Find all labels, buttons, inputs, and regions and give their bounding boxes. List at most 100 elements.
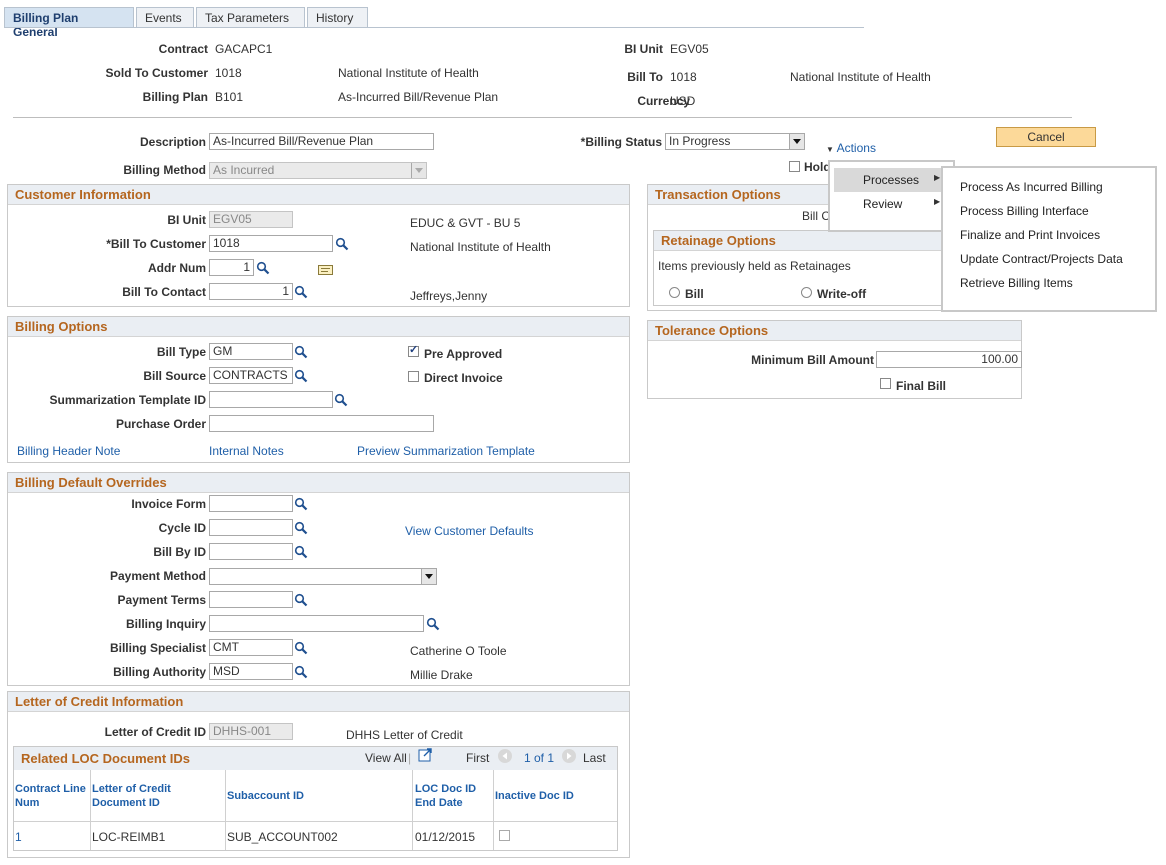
billing-authority-input[interactable]: MSD [209,663,293,680]
lookup-icon[interactable] [294,641,308,655]
section-title: Customer Information [8,185,629,205]
description-input[interactable]: As-Incurred Bill/Revenue Plan [209,133,434,150]
lookup-icon[interactable] [335,237,349,251]
lookup-icon[interactable] [294,497,308,511]
billing-status-select[interactable]: In Progress [665,133,805,150]
lookup-icon[interactable] [294,545,308,559]
writeoff-radio[interactable] [801,287,812,298]
billing-method-select[interactable]: As Incurred [209,162,427,179]
chevron-down-icon [421,569,436,584]
bill-type-input[interactable]: GM [209,343,293,360]
menu-item-retrieve-billing[interactable]: Retrieve Billing Items [960,276,1073,290]
col-loc-end-date[interactable]: LOC Doc ID End Date [415,783,477,809]
lookup-icon[interactable] [294,285,308,299]
menu-item-finalize-print[interactable]: Finalize and Print Invoices [960,228,1101,242]
previous-icon[interactable] [498,749,512,763]
internal-notes-link[interactable]: Internal Notes [209,444,284,458]
cancel-button[interactable]: Cancel [996,127,1096,147]
tab-tax-parameters[interactable]: Tax Parameters [196,7,305,28]
bill-to-contact-input[interactable]: 1 [209,283,293,300]
lookup-icon[interactable] [426,617,440,631]
bi-unit-value: EGV05 [670,42,709,56]
payment-terms-input[interactable] [209,591,293,608]
billing-inquiry-input[interactable] [209,615,424,632]
min-bill-input[interactable]: 100.00 [876,351,1022,368]
inactive-doc-checkbox[interactable] [499,830,510,841]
cycle-id-input[interactable] [209,519,293,536]
lookup-icon[interactable] [294,521,308,535]
billing-inquiry-label: Billing Inquiry [126,617,206,631]
col-inactive-doc-id[interactable]: Inactive Doc ID [495,790,574,802]
bill-to-contact-label: Bill To Contact [122,285,206,299]
tab-events[interactable]: Events [136,7,194,28]
loc-id-input[interactable]: DHHS-001 [209,723,293,740]
address-card-icon[interactable] [318,264,333,275]
invoice-form-input[interactable] [209,495,293,512]
hold-checkbox[interactable] [789,161,800,172]
billing-header-note-link[interactable]: Billing Header Note [17,444,121,458]
payment-method-label: Payment Method [109,569,206,583]
addr-num-input[interactable]: 1 [209,259,254,276]
ci-bi-unit-input[interactable]: EGV05 [209,211,293,228]
summarization-label: Summarization Template ID [49,393,206,407]
grid-header-row [14,770,617,822]
payment-method-select[interactable] [209,568,437,585]
pre-approved-checkbox[interactable] [408,343,419,357]
lookup-icon[interactable] [294,593,308,607]
summarization-input[interactable] [209,391,333,408]
lookup-icon[interactable] [334,393,348,407]
sold-to-label: Sold To Customer [105,66,208,80]
bill-by-id-input[interactable] [209,543,293,560]
bill-to-customer-input[interactable]: 1018 [209,235,333,252]
loc-id-label: Letter of Credit ID [104,725,206,739]
lookup-icon[interactable] [294,345,308,359]
lookup-icon[interactable] [294,665,308,679]
chevron-down-icon [411,163,426,178]
menu-item-review[interactable]: Review [863,197,903,211]
actions-link[interactable]: ▼ Actions [826,141,876,155]
purchase-order-label: Purchase Order [115,417,206,431]
pre-approved-label: Pre Approved [424,347,503,361]
view-customer-defaults-link[interactable]: View Customer Defaults [405,524,534,538]
processes-submenu [941,166,1157,312]
col-contract-line[interactable]: Contract Line Num [15,783,86,809]
tab-history[interactable]: History [307,7,368,28]
menu-item-update-contract[interactable]: Update Contract/Projects Data [960,252,1123,266]
col-subaccount-id[interactable]: Subaccount ID [227,790,305,802]
ci-bi-unit-name: EDUC & GVT - BU 5 [410,216,521,230]
billing-options-section: Billing Options [7,316,630,463]
direct-invoice-label: Direct Invoice [424,371,503,385]
zoom-grid-icon[interactable] [418,748,433,762]
final-bill-checkbox[interactable] [880,378,891,389]
specialist-name: Catherine O Toole [410,644,507,658]
direct-invoice-checkbox[interactable] [408,371,419,382]
tab-billing-plan-general[interactable]: Billing Plan General [4,7,134,39]
page-info: 1 of 1 [524,751,555,765]
purchase-order-input[interactable] [209,415,434,432]
last-label: Last [583,751,606,765]
billing-specialist-input[interactable]: CMT [209,639,293,656]
description-label: Description [139,135,206,149]
row-subaccount: SUB_ACCOUNT002 [227,830,338,844]
next-icon[interactable] [562,749,576,763]
preview-summarization-link[interactable]: Preview Summarization Template [357,444,535,458]
menu-item-processes[interactable]: Processes [863,173,920,187]
billing-authority-label: Billing Authority [113,665,206,679]
col-loc-document-id[interactable]: Letter of Credit Document ID [92,783,171,809]
bill-radio[interactable] [669,287,680,298]
first-label: First [466,751,490,765]
bill-source-input[interactable]: CONTRACTS [209,367,293,384]
sold-to-name: National Institute of Health [338,66,479,80]
hold-label: Hold [804,160,831,174]
final-bill-label: Final Bill [896,379,947,393]
lookup-icon[interactable] [294,369,308,383]
lookup-icon[interactable] [256,261,270,275]
billing-status-value: In Progress [669,134,731,148]
sold-to-value: 1018 [215,66,242,80]
contract-label: Contract [158,42,208,56]
menu-item-process-as-incurred[interactable]: Process As Incurred Billing [960,180,1103,194]
view-all-link[interactable]: View All [365,751,407,765]
row-line-link[interactable]: 1 [15,830,22,844]
menu-item-process-billing-interface[interactable]: Process Billing Interface [960,204,1089,218]
col-divider [225,770,226,850]
